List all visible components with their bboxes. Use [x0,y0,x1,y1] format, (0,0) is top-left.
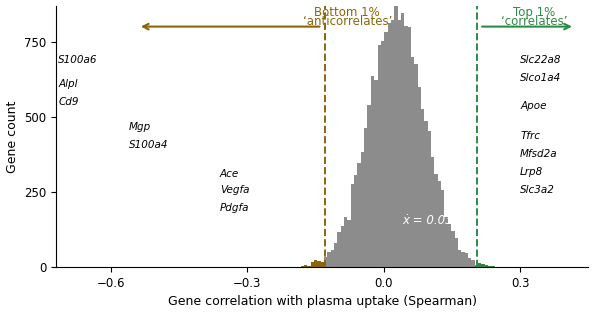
Text: Lrp8: Lrp8 [520,167,544,177]
Bar [411,57,415,267]
Bar [347,220,350,267]
Text: Slc22a8: Slc22a8 [520,55,562,65]
Bar [394,0,397,267]
Bar [368,106,371,267]
Text: ‘anticorrelates’: ‘anticorrelates’ [302,15,392,28]
Bar [471,260,475,267]
Bar [434,174,438,267]
Bar [431,157,434,267]
Text: ‘correlates’: ‘correlates’ [501,15,567,28]
Text: ẋ = 0.03: ẋ = 0.03 [402,214,453,227]
Text: Cd9: Cd9 [58,97,79,107]
Bar [304,265,307,267]
Bar [344,217,347,267]
Text: Vegfa: Vegfa [220,186,249,196]
Bar [475,266,478,267]
Bar [475,265,478,267]
Bar [481,264,485,267]
Bar [461,252,465,267]
Bar [371,76,374,267]
Bar [418,87,421,267]
Bar [364,128,368,267]
Bar [448,224,451,267]
Bar [468,258,471,267]
Y-axis label: Gene count: Gene count [5,100,18,173]
Bar [358,163,361,267]
Text: Apoe: Apoe [520,101,546,111]
Text: Tfrc: Tfrc [520,131,540,141]
Bar [317,261,321,267]
Text: Top 1%: Top 1% [513,6,555,19]
Bar [391,20,394,267]
Bar [387,23,391,267]
Bar [397,20,401,267]
Text: Ace: Ace [220,169,239,179]
Bar [374,79,378,267]
Text: Pdgfa: Pdgfa [220,203,249,213]
Bar [451,231,454,267]
Bar [424,121,428,267]
Bar [415,64,418,267]
Bar [324,257,327,267]
Text: Mgp: Mgp [129,122,151,132]
Bar [438,181,441,267]
Text: S100a4: S100a4 [129,140,168,150]
Bar [301,266,304,267]
Bar [401,13,405,267]
Bar [441,191,444,267]
Bar [485,265,488,267]
Text: S100a6: S100a6 [58,55,98,65]
Bar [378,45,381,267]
Text: Slc3a2: Slc3a2 [520,186,555,196]
Bar [321,262,324,267]
Bar [454,238,458,267]
Bar [381,41,384,267]
Text: Slco1a4: Slco1a4 [520,73,561,83]
Bar [478,263,481,267]
Text: Mfsd2a: Mfsd2a [520,149,558,160]
Bar [444,217,448,267]
Bar [465,253,468,267]
Bar [488,266,491,267]
Bar [327,252,331,267]
Bar [331,250,334,267]
Bar [337,232,341,267]
Bar [341,226,344,267]
Bar [405,26,407,267]
Bar [307,266,311,267]
Bar [334,243,337,267]
Bar [428,131,431,267]
Bar [421,109,424,267]
Bar [324,264,327,267]
X-axis label: Gene correlation with plasma uptake (Spearman): Gene correlation with plasma uptake (Spe… [168,295,477,308]
Bar [491,266,495,267]
Bar [384,32,387,267]
Bar [311,262,314,267]
Bar [458,250,461,267]
Text: Alpl: Alpl [58,79,78,89]
Bar [361,152,364,267]
Bar [407,27,411,267]
Bar [354,175,358,267]
Bar [314,260,317,267]
Bar [350,184,354,267]
Text: Bottom 1%: Bottom 1% [314,6,380,19]
